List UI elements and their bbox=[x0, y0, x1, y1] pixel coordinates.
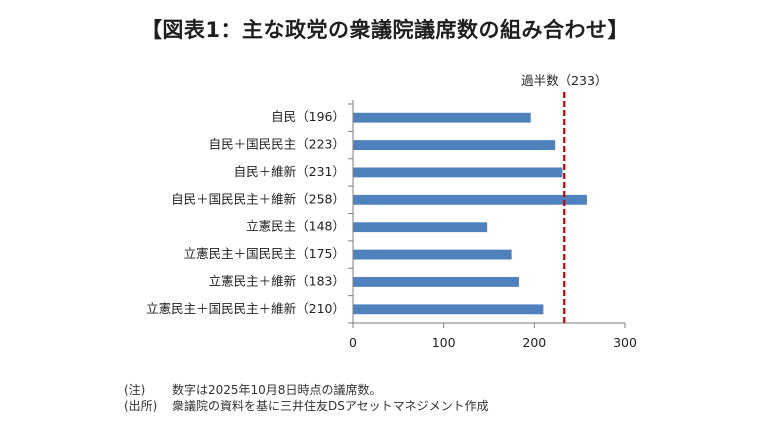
x-tick-label: 100 bbox=[432, 335, 456, 350]
bar bbox=[353, 167, 563, 178]
category-label: 立憲民主＋国民民主＋維新（210） bbox=[146, 301, 345, 316]
source-row: (出所) 衆議院の資料を基に三井住友DSアセットマネジメント作成 bbox=[124, 398, 489, 414]
x-ticks: 0 100 200 300 bbox=[349, 323, 637, 350]
axes bbox=[348, 100, 625, 324]
bar bbox=[353, 194, 587, 205]
x-tick-label: 0 bbox=[349, 335, 357, 350]
bar bbox=[353, 140, 556, 150]
category-label: 自民（196） bbox=[271, 109, 345, 124]
majority-reference: 過半数（233） bbox=[521, 73, 607, 323]
x-tick-label: 300 bbox=[613, 335, 637, 350]
category-label: 立憲民主＋維新（183） bbox=[209, 273, 345, 288]
chart-title: 【図表1：主な政党の衆議院議席数の組み合わせ】 bbox=[140, 18, 630, 42]
bar bbox=[353, 277, 519, 287]
majority-label: 過半数（233） bbox=[521, 73, 607, 88]
x-tick-label: 200 bbox=[522, 335, 546, 350]
source-tag: (出所) bbox=[124, 399, 158, 413]
category-label: 立憲民主（148） bbox=[246, 219, 345, 234]
bar bbox=[353, 222, 488, 233]
source-text: 衆議院の資料を基に三井住友DSアセットマネジメント作成 bbox=[172, 399, 489, 413]
bar bbox=[353, 304, 544, 315]
bar bbox=[353, 249, 512, 260]
category-label: 自民＋国民民主＋維新（258） bbox=[171, 191, 345, 206]
bar-chart: 自民（196） 自民＋国民民主（223） 自民＋維新（231） 自民＋国民民主＋維新（… bbox=[146, 73, 637, 350]
category-label: 自民＋維新（231） bbox=[234, 164, 345, 179]
bar bbox=[353, 112, 531, 123]
note-row: (注) 数字は2025年10月8日時点の議席数。 bbox=[124, 382, 489, 398]
note-text: 数字は2025年10月8日時点の議席数。 bbox=[172, 383, 382, 397]
category-label: 立憲民主＋国民民主（175） bbox=[184, 246, 345, 261]
category-labels: 自民（196） 自民＋国民民主（223） 自民＋維新（231） 自民＋国民民主＋維新（… bbox=[146, 109, 345, 316]
bars bbox=[353, 112, 587, 315]
note-tag: (注) bbox=[124, 383, 146, 397]
category-label: 自民＋国民民主（223） bbox=[209, 137, 345, 152]
footnotes: (注) 数字は2025年10月8日時点の議席数。 (出所) 衆議院の資料を基に三… bbox=[124, 382, 489, 414]
